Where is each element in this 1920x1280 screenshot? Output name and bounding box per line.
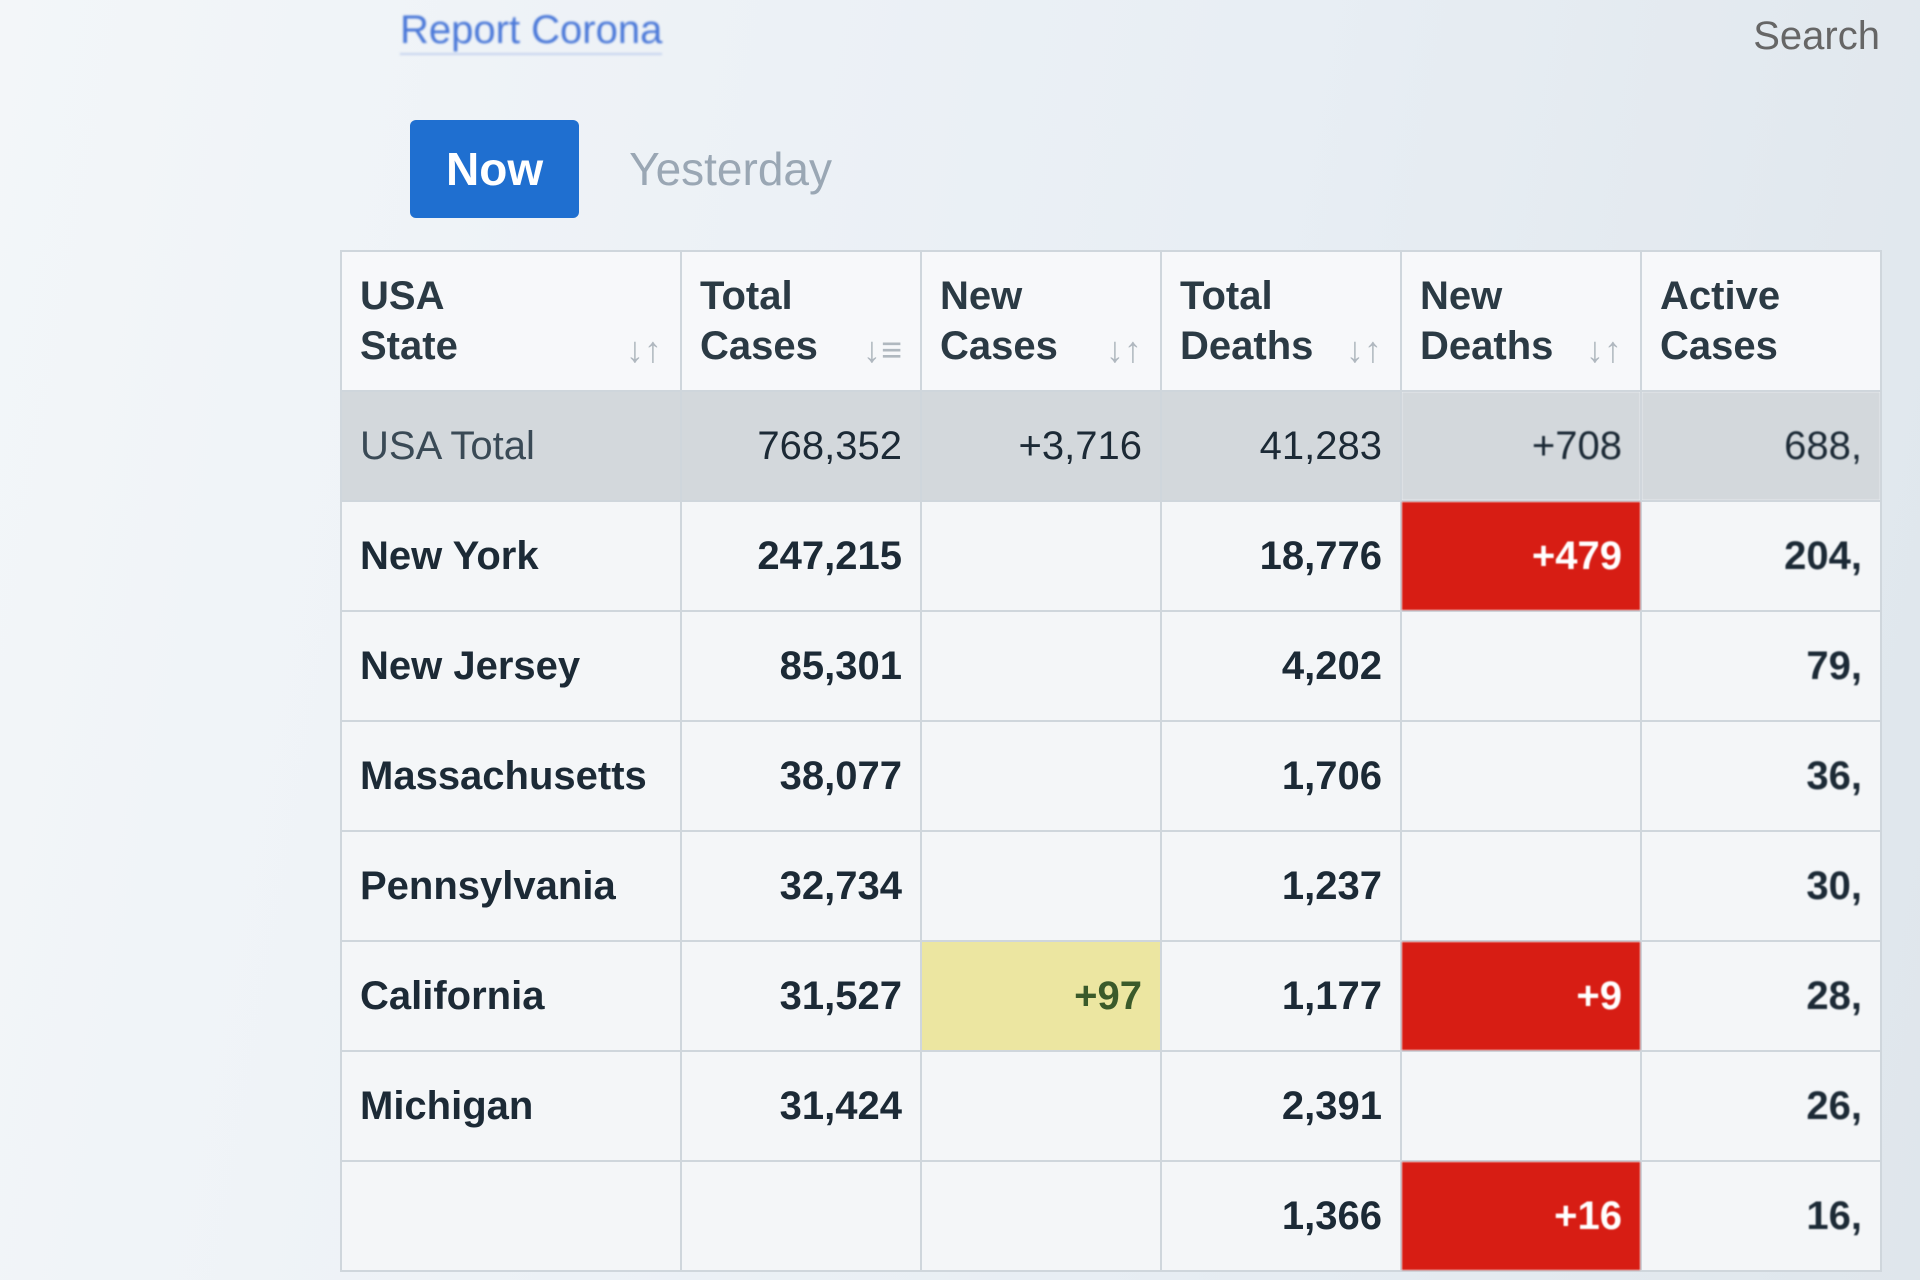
cell-state: New Jersey	[340, 610, 682, 722]
cell-new-cases	[920, 610, 1162, 722]
column-header-total-deaths[interactable]: Total Deaths ↓↑	[1160, 250, 1402, 392]
cell-active: 36,	[1640, 720, 1882, 832]
cell-total-deaths: 4,202	[1160, 610, 1402, 722]
header-line1: Total	[700, 274, 793, 318]
tab-bar: Now Yesterday	[410, 120, 832, 218]
cell-total-cases: 31,527	[680, 940, 922, 1052]
cell-active: 28,	[1640, 940, 1882, 1052]
header-line1: USA	[360, 274, 445, 318]
cell-total-deaths: 1,177	[1160, 940, 1402, 1052]
report-link[interactable]: Report Corona	[400, 8, 663, 55]
cell-total-deaths: 1,237	[1160, 830, 1402, 942]
table-row: 1,366 +16 16,	[340, 1160, 1882, 1272]
cell-total-cases: 85,301	[680, 610, 922, 722]
sort-desc-icon[interactable]: ↓≡	[862, 329, 902, 370]
cell-new-deaths: +479	[1400, 500, 1642, 612]
cell-active: 688,	[1640, 390, 1882, 502]
cell-state: California	[340, 940, 682, 1052]
cell-new-cases: +3,716	[920, 390, 1162, 502]
search-label[interactable]: Search	[1753, 14, 1880, 58]
header-line2: Deaths	[1420, 324, 1554, 368]
table-row: Pennsylvania 32,734 1,237 30,	[340, 830, 1882, 942]
cell-total-deaths: 18,776	[1160, 500, 1402, 612]
cell-state: Michigan	[340, 1050, 682, 1162]
column-header-new-deaths[interactable]: New Deaths ↓↑	[1400, 250, 1642, 392]
table-row: California 31,527 +97 1,177 +9 28,	[340, 940, 1882, 1052]
cell-active: 30,	[1640, 830, 1882, 942]
cell-state: Pennsylvania	[340, 830, 682, 942]
sort-icon[interactable]: ↓↑	[626, 329, 662, 370]
cell-new-deaths	[1400, 1050, 1642, 1162]
cell-total-cases: 38,077	[680, 720, 922, 832]
header-line1: Active	[1660, 274, 1781, 318]
top-bar: Report Corona Search	[0, 0, 1920, 70]
cell-new-cases	[920, 1160, 1162, 1272]
sort-icon[interactable]: ↓↑	[1586, 329, 1622, 370]
table-row: New York 247,215 18,776 +479 204,	[340, 500, 1882, 612]
cell-new-cases	[920, 720, 1162, 832]
header-line2: Cases	[700, 324, 818, 368]
header-line1: New	[1420, 274, 1503, 318]
cell-total-cases: 247,215	[680, 500, 922, 612]
column-header-new-cases[interactable]: New Cases ↓↑	[920, 250, 1162, 392]
column-header-total-cases[interactable]: Total Cases ↓≡	[680, 250, 922, 392]
tab-now[interactable]: Now	[410, 120, 580, 218]
table-row: Michigan 31,424 2,391 26,	[340, 1050, 1882, 1162]
cell-new-deaths	[1400, 610, 1642, 722]
header-line2: State	[360, 324, 458, 368]
cell-total-cases: 32,734	[680, 830, 922, 942]
total-row: USA Total 768,352 +3,716 41,283 +708 688,	[340, 390, 1882, 502]
header-row: USA State ↓↑ Total Cases ↓≡ New Cases ↓↑ Total Dea…	[340, 250, 1882, 392]
cell-state: USA Total	[340, 390, 682, 502]
header-line2: Deaths	[1180, 324, 1314, 368]
cell-new-cases	[920, 500, 1162, 612]
cell-new-deaths: +708	[1400, 390, 1642, 502]
tab-yesterday[interactable]: Yesterday	[629, 143, 832, 195]
table-row: New Jersey 85,301 4,202 79,	[340, 610, 1882, 722]
sort-icon[interactable]: ↓↑	[1346, 329, 1382, 370]
sort-icon[interactable]: ↓↑	[1106, 329, 1142, 370]
cell-state	[340, 1160, 682, 1272]
header-line1: Total	[1180, 274, 1273, 318]
cell-state: Massachusetts	[340, 720, 682, 832]
cell-new-cases	[920, 830, 1162, 942]
cell-active: 204,	[1640, 500, 1882, 612]
header-line1: New	[940, 274, 1023, 318]
cell-new-cases	[920, 1050, 1162, 1162]
cell-new-deaths	[1400, 830, 1642, 942]
cell-total-cases: 31,424	[680, 1050, 922, 1162]
cell-active: 26,	[1640, 1050, 1882, 1162]
cell-new-deaths: +9	[1400, 940, 1642, 1052]
cell-total-deaths: 2,391	[1160, 1050, 1402, 1162]
cell-new-cases: +97	[920, 940, 1162, 1052]
table-row: Massachusetts 38,077 1,706 36,	[340, 720, 1882, 832]
cell-state: New York	[340, 500, 682, 612]
cell-active: 79,	[1640, 610, 1882, 722]
cell-total-deaths: 1,366	[1160, 1160, 1402, 1272]
column-header-state[interactable]: USA State ↓↑	[340, 250, 682, 392]
cell-total-deaths: 1,706	[1160, 720, 1402, 832]
cell-new-deaths: +16	[1400, 1160, 1642, 1272]
column-header-active-cases[interactable]: Active Cases	[1640, 250, 1882, 392]
states-table: USA State ↓↑ Total Cases ↓≡ New Cases ↓↑ Total Dea…	[340, 250, 1882, 1272]
cell-active: 16,	[1640, 1160, 1882, 1272]
cell-new-deaths	[1400, 720, 1642, 832]
cell-total-deaths: 41,283	[1160, 390, 1402, 502]
cell-total-cases: 768,352	[680, 390, 922, 502]
header-line2: Cases	[1660, 324, 1778, 368]
cell-total-cases	[680, 1160, 922, 1272]
header-line2: Cases	[940, 324, 1058, 368]
